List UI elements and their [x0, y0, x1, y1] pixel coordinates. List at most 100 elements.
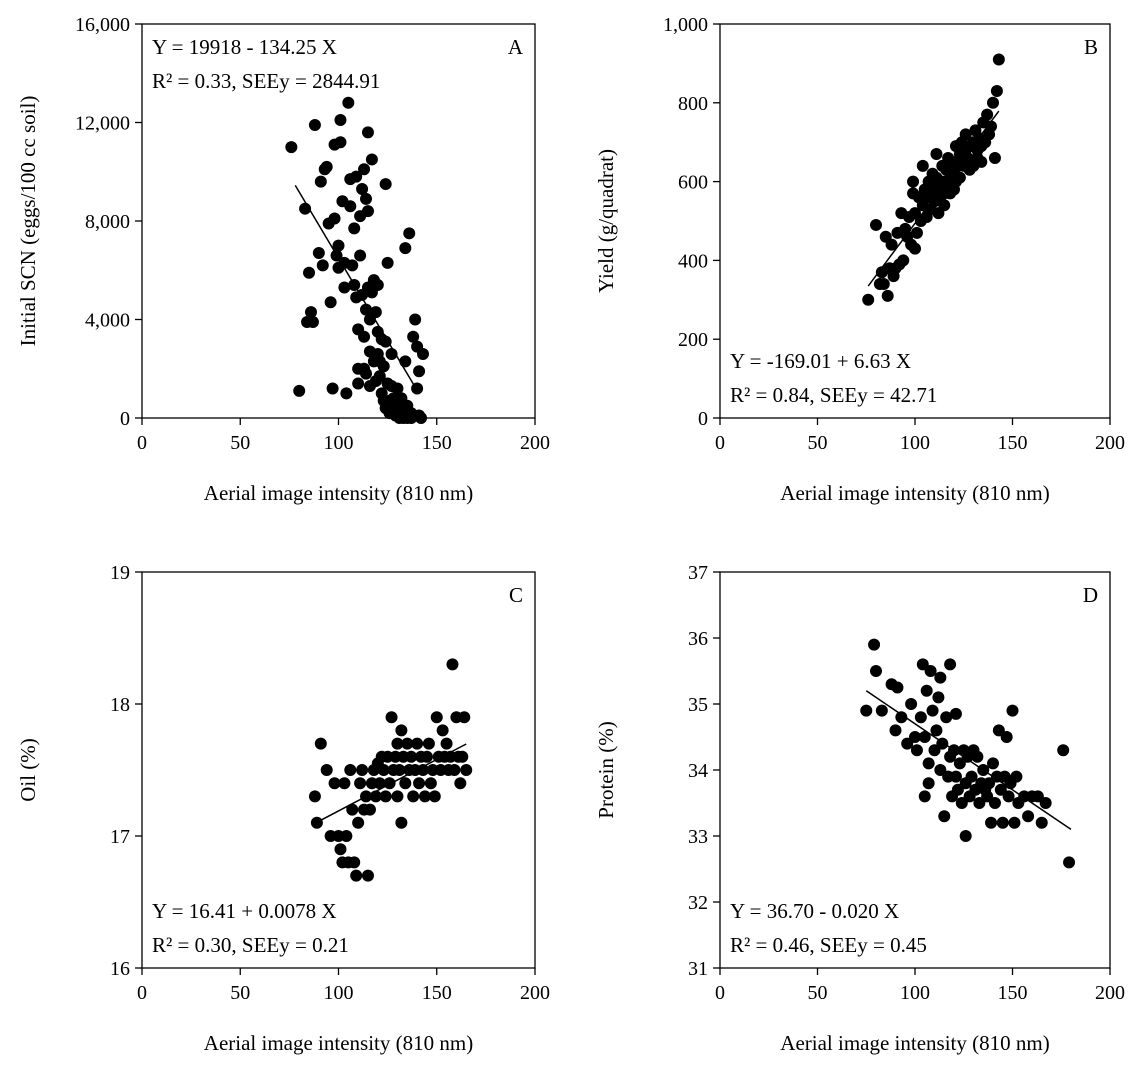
data-point [862, 293, 875, 306]
data-point [916, 159, 929, 172]
data-point [992, 724, 1005, 737]
data-point [985, 120, 998, 133]
data-point [932, 691, 945, 704]
data-point [409, 313, 422, 326]
data-point [1031, 790, 1044, 803]
data-point [344, 200, 357, 213]
data-point [870, 218, 882, 231]
regression-stats: R² = 0.33, SEEy = 2844.91 [152, 69, 380, 93]
x-axis-label: Aerial image intensity (810 nm) [780, 1031, 1049, 1055]
data-point [930, 724, 943, 737]
y-tick-label: 17 [110, 826, 130, 848]
data-point [381, 256, 394, 269]
data-point [992, 53, 1005, 66]
regression-equation: Y = -169.01 + 6.63 X [730, 349, 911, 373]
data-point [981, 108, 994, 121]
data-point [428, 790, 441, 803]
regression-stats: R² = 0.46, SEEy = 0.45 [730, 933, 927, 957]
y-tick-label: 0 [698, 408, 708, 430]
data-point [922, 777, 935, 790]
data-point [383, 777, 396, 790]
data-point [983, 777, 996, 790]
data-point [938, 199, 951, 212]
regression-equation: Y = 16.41 + 0.0078 X [152, 899, 337, 923]
y-tick-label: 200 [678, 329, 708, 351]
x-tick-label: 100 [900, 982, 930, 1004]
data-point [944, 658, 957, 671]
panel-label: C [509, 583, 523, 607]
data-point [926, 704, 939, 717]
data-point [338, 281, 351, 294]
regression-equation: Y = 36.70 - 0.020 X [730, 899, 899, 923]
data-point [870, 665, 882, 677]
data-point [334, 136, 347, 149]
data-point [332, 239, 345, 252]
data-point [361, 126, 374, 139]
y-tick-label: 19 [110, 562, 130, 584]
data-point [1002, 790, 1015, 803]
data-point [885, 238, 898, 251]
data-point [361, 869, 374, 882]
data-point [391, 737, 404, 750]
y-tick-label: 16 [110, 958, 130, 980]
data-point [977, 764, 990, 776]
y-tick-label: 34 [688, 760, 708, 782]
data-point [889, 724, 902, 737]
chart-panel-b: 0 50 100 150 200 0 200 400 600 800 1,000 Aerial ima… [594, 14, 1125, 505]
data-point [334, 114, 347, 127]
y-axis-label: Yield (g/quadrat) [594, 149, 618, 293]
x-tick-label: 50 [808, 432, 828, 454]
panel-label: B [1084, 35, 1098, 59]
data-point [975, 155, 988, 168]
y-tick-label: 31 [688, 958, 708, 980]
x-axis-label: Aerial image intensity (810 nm) [780, 481, 1049, 505]
data-point [934, 764, 947, 776]
data-point [891, 681, 904, 694]
data-point [959, 830, 972, 842]
data-point [308, 118, 321, 131]
data-point [924, 665, 937, 677]
data-point [881, 289, 894, 302]
data-point [365, 153, 378, 166]
data-point [373, 777, 386, 790]
data-point [905, 698, 918, 710]
data-point [965, 770, 978, 783]
data-point [391, 790, 404, 803]
data-point [369, 790, 382, 803]
data-point [306, 315, 319, 328]
chart-panel-c: 0 50 100 150 200 16 17 18 19 Aerial image intensi… [16, 562, 550, 1055]
data-point [379, 335, 392, 348]
data-point [988, 797, 1001, 809]
data-point [401, 737, 414, 750]
data-point [987, 757, 999, 770]
data-point [413, 365, 426, 378]
data-point [399, 355, 412, 368]
x-tick-label: 100 [324, 432, 354, 454]
data-point [324, 296, 337, 309]
data-point [354, 249, 367, 262]
chart-panel-d: 0 50 100 150 200 31 32 33 34 35 36 37 Aerial image i… [594, 562, 1125, 1055]
x-tick-label: 200 [520, 982, 550, 1004]
data-point [352, 816, 365, 829]
data-point [907, 175, 920, 188]
y-axis-label: Protein (%) [594, 721, 618, 818]
data-point [312, 247, 325, 260]
data-point [360, 790, 373, 803]
data-point [358, 163, 371, 176]
data-point [446, 658, 459, 671]
data-point [990, 84, 1003, 97]
data-point [973, 797, 986, 809]
data-point [371, 279, 384, 292]
data-point [326, 382, 339, 395]
data-point [918, 790, 931, 803]
x-tick-label: 0 [137, 982, 147, 1004]
data-point [1010, 770, 1023, 783]
data-point [953, 171, 966, 184]
data-point [988, 151, 1001, 164]
y-axis-label: Oil (%) [16, 738, 40, 802]
y-tick-label: 8,000 [85, 211, 130, 233]
regression-equation: Y = 19918 - 134.25 X [152, 35, 337, 59]
data-point [949, 770, 962, 783]
data-point [308, 790, 321, 803]
x-tick-label: 100 [900, 432, 930, 454]
